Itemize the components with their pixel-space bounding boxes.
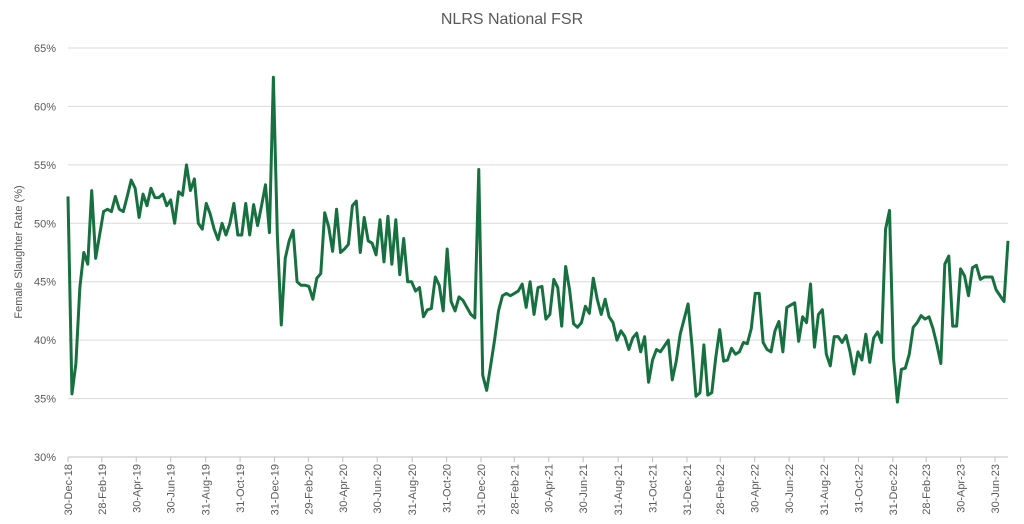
- x-tick-label: 28-Feb-22: [715, 464, 727, 515]
- x-tick-label: 29-Feb-20: [303, 464, 315, 515]
- x-tick-label: 31-Dec-19: [270, 464, 282, 515]
- x-tick-label: 30-Dec-18: [63, 464, 75, 515]
- x-tick-label: 28-Feb-23: [921, 464, 933, 515]
- y-tick-label: 60%: [34, 101, 56, 113]
- y-tick-label: 35%: [34, 394, 56, 406]
- x-tick-label: 31-Aug-20: [407, 464, 419, 515]
- y-axis-label: Female Slaughter Rate (%): [13, 185, 25, 318]
- x-tick-label: 28-Feb-19: [97, 464, 109, 515]
- y-tick-label: 65%: [34, 43, 56, 55]
- x-tick-label: 30-Apr-22: [750, 464, 762, 513]
- y-tick-label: 45%: [34, 277, 56, 289]
- x-tick-label: 30-Apr-20: [338, 464, 350, 513]
- x-tick-label: 31-Dec-20: [476, 464, 488, 515]
- x-tick-label: 31-Aug-21: [613, 464, 625, 515]
- x-tick-label: 30-Jun-20: [372, 464, 384, 514]
- x-tick-label: 30-Apr-21: [544, 464, 556, 513]
- x-tick-label: 31-Aug-19: [201, 464, 213, 515]
- y-tick-label: 55%: [34, 160, 56, 172]
- x-tick-label: 31-Aug-22: [819, 464, 831, 515]
- x-tick-label: 31-Oct-20: [442, 464, 454, 513]
- x-tick-label: 30-Jun-23: [990, 464, 1002, 514]
- y-tick-label: 30%: [34, 452, 56, 464]
- x-tick-label: 31-Oct-21: [648, 464, 660, 513]
- x-tick-label: 28-Feb-21: [509, 464, 521, 515]
- x-tick-label: 30-Jun-22: [784, 464, 796, 514]
- x-tick-label: 31-Dec-22: [888, 464, 900, 515]
- x-tick-label: 30-Apr-19: [131, 464, 143, 513]
- chart-title: NLRS National FSR: [441, 11, 583, 28]
- data-line: [66, 75, 1010, 404]
- y-tick-label: 40%: [34, 335, 56, 347]
- x-tick-label: 31-Oct-19: [235, 464, 247, 513]
- x-tick-label: 31-Oct-22: [853, 464, 865, 513]
- x-tick-label: 30-Jun-19: [166, 464, 178, 514]
- x-tick-label: 30-Apr-23: [956, 464, 968, 513]
- y-tick-label: 50%: [34, 218, 56, 230]
- x-tick-label: 30-Jun-21: [578, 464, 590, 514]
- x-tick-label: 31-Dec-21: [682, 464, 694, 515]
